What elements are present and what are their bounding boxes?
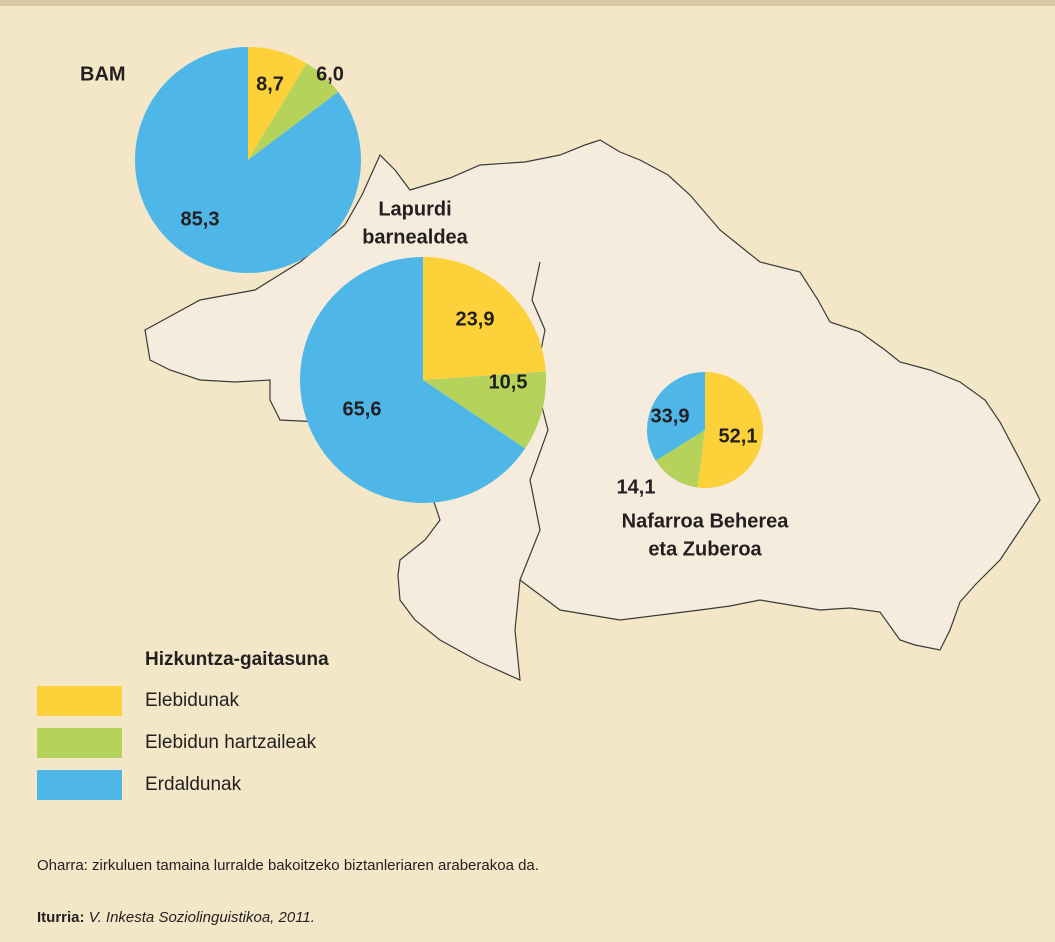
legend-label: Erdaldunak xyxy=(145,774,242,795)
pie-title: Lapurdi xyxy=(378,198,451,220)
value-label: 14,1 xyxy=(617,476,656,498)
value-label: 6,0 xyxy=(316,63,344,85)
pie-title: barnealdea xyxy=(362,226,468,248)
pie-slice xyxy=(646,372,705,461)
pie-slice xyxy=(248,47,307,160)
value-label: 23,9 xyxy=(456,308,495,330)
pie-slice xyxy=(299,257,526,503)
legend-swatch xyxy=(37,686,122,716)
pie-slice xyxy=(655,430,705,488)
value-label: 65,6 xyxy=(343,398,382,420)
pie-slice xyxy=(697,372,764,489)
pie-title: eta Zuberoa xyxy=(648,538,762,560)
top-border xyxy=(0,0,1055,6)
legend: Hizkuntza-gaitasuna xyxy=(145,649,329,670)
legend-label: Elebidun hartzaileak xyxy=(145,732,317,753)
pie-title: BAM xyxy=(80,63,126,85)
pie-slice xyxy=(248,63,339,160)
value-label: 52,1 xyxy=(719,425,758,447)
pie-slice xyxy=(423,371,546,449)
source-label: Iturria: xyxy=(37,909,85,926)
value-label: 8,7 xyxy=(256,73,284,95)
source-text: V. Inkesta Soziolinguistikoa, 2011. xyxy=(89,909,315,926)
legend-swatch xyxy=(37,728,122,758)
legend-swatch xyxy=(37,770,122,800)
legend-label: Elebidunak xyxy=(145,690,240,711)
pie-slice xyxy=(423,257,546,380)
pie-title: Nafarroa Beherea xyxy=(622,510,790,532)
pie-slice xyxy=(135,47,362,273)
value-label: 33,9 xyxy=(651,405,690,427)
legend-title: Hizkuntza-gaitasuna xyxy=(145,649,329,670)
source: Iturria: V. Inkesta Soziolinguistikoa, 2… xyxy=(37,909,315,926)
value-label: 85,3 xyxy=(181,208,220,230)
note: Oharra: zirkuluen tamaina lurralde bakoi… xyxy=(37,857,539,874)
value-label: 10,5 xyxy=(489,371,528,393)
